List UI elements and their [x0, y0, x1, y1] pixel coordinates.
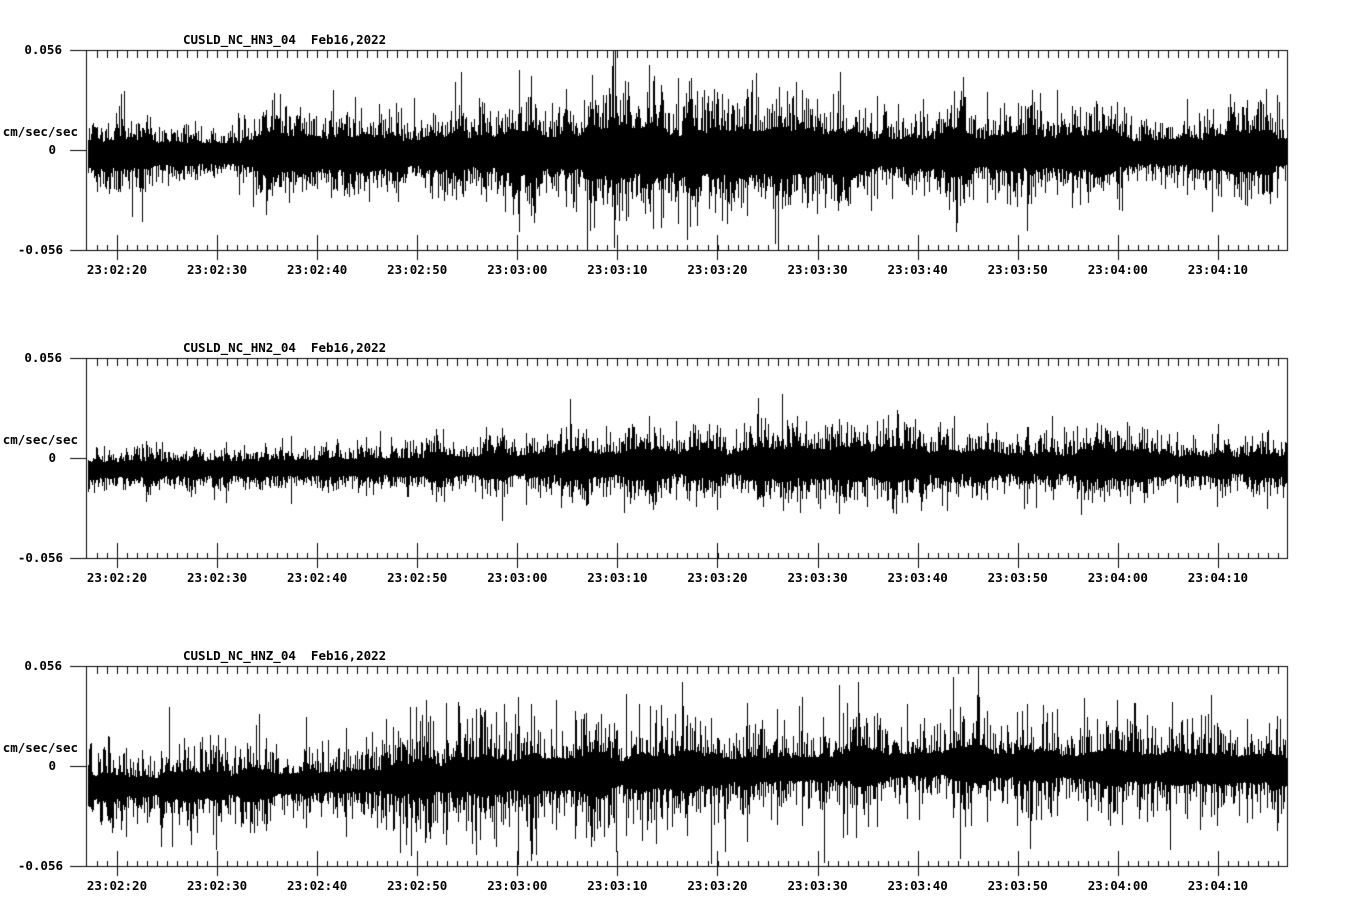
- x-tick-label: 23:03:50: [987, 570, 1048, 585]
- x-tick-label: 23:03:50: [987, 878, 1048, 893]
- y-tick-label-max: 0.056: [24, 42, 62, 57]
- panel-title: CUSLD_NC_HN3_04 Feb16,2022: [183, 32, 387, 47]
- x-tick-label: 23:04:10: [1187, 262, 1249, 277]
- panel-title: CUSLD_NC_HNZ_04 Feb16,2022: [183, 648, 387, 663]
- x-tick-label: 23:04:10: [1187, 878, 1249, 893]
- y-tick-label-zero: 0: [48, 142, 56, 157]
- x-tick-label: 23:04:10: [1187, 570, 1249, 585]
- y-axis-units-label: cm/sec/sec: [2, 124, 78, 139]
- x-tick-label: 23:03:20: [687, 878, 748, 893]
- x-tick-label: 23:02:20: [86, 570, 148, 585]
- x-tick-label: 23:04:00: [1087, 570, 1148, 585]
- x-tick-label: 23:02:30: [186, 570, 248, 585]
- x-tick-label: 23:02:20: [86, 878, 148, 893]
- y-tick-label-min: -0.056: [17, 242, 63, 257]
- x-tick-label: 23:02:50: [387, 570, 448, 585]
- x-tick-label: 23:03:40: [887, 878, 948, 893]
- x-tick-label: 23:02:40: [287, 878, 348, 893]
- x-tick-label: 23:03:00: [487, 878, 548, 893]
- x-tick-label: 23:02:50: [387, 878, 448, 893]
- y-tick-label-min: -0.056: [17, 858, 63, 873]
- x-tick-label: 23:02:20: [86, 262, 148, 277]
- y-tick-label-max: 0.056: [24, 350, 62, 365]
- panel-title: CUSLD_NC_HN2_04 Feb16,2022: [183, 340, 387, 355]
- x-tick-label: 23:03:10: [587, 262, 648, 277]
- x-tick-label: 23:03:20: [687, 570, 748, 585]
- x-tick-label: 23:03:30: [787, 262, 848, 277]
- y-tick-label-min: -0.056: [17, 550, 63, 565]
- y-tick-label-max: 0.056: [24, 658, 62, 673]
- y-tick-label-zero: 0: [48, 758, 56, 773]
- x-tick-label: 23:03:30: [787, 570, 848, 585]
- x-tick-label: 23:03:40: [887, 262, 948, 277]
- y-tick-label-zero: 0: [48, 450, 56, 465]
- y-axis-units-label: cm/sec/sec: [2, 740, 78, 755]
- x-tick-label: 23:03:00: [487, 262, 548, 277]
- x-tick-label: 23:02:30: [186, 262, 248, 277]
- x-tick-label: 23:03:10: [587, 878, 648, 893]
- x-tick-label: 23:03:00: [487, 570, 548, 585]
- y-axis-units-label: cm/sec/sec: [2, 432, 78, 447]
- x-tick-label: 23:03:40: [887, 570, 948, 585]
- x-tick-label: 23:03:50: [987, 262, 1048, 277]
- x-tick-label: 23:04:00: [1087, 262, 1148, 277]
- x-tick-label: 23:04:00: [1087, 878, 1148, 893]
- x-tick-label: 23:02:30: [186, 878, 248, 893]
- x-tick-label: 23:03:30: [787, 878, 848, 893]
- x-tick-label: 23:03:10: [587, 570, 648, 585]
- x-tick-label: 23:02:50: [387, 262, 448, 277]
- x-tick-label: 23:02:40: [287, 570, 348, 585]
- x-tick-label: 23:03:20: [687, 262, 748, 277]
- x-tick-label: 23:02:40: [287, 262, 348, 277]
